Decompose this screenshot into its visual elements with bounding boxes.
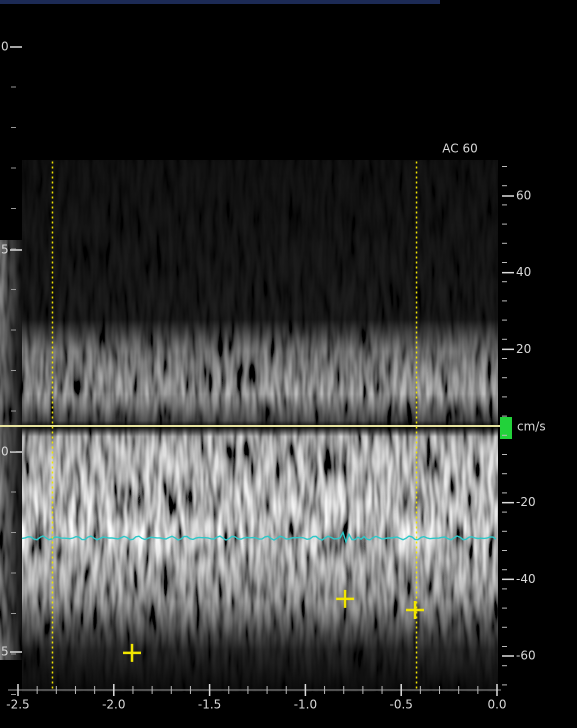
y-tick-label: 40 [516, 265, 531, 279]
doppler-screen: AC 60 cm/s -60 -40 -20 20 40 60 -2.5 -2.0 -1.5 -1… [0, 0, 577, 728]
x-tick-label: -2.5 [6, 698, 29, 712]
x-tick-label: -1.5 [198, 698, 221, 712]
y-tick-label: 20 [516, 342, 531, 356]
page: AC 60 cm/s -60 -40 -20 20 40 60 -2.5 -2.0 -1.5 -1… [0, 0, 577, 728]
x-tick-label: -0.5 [389, 698, 412, 712]
y-unit: cm/s [517, 420, 546, 434]
x-tick-label: -2.0 [102, 698, 125, 712]
depth-label: 0 [1, 40, 9, 54]
y-tick-label: -60 [516, 649, 536, 663]
x-tick-label: -1.0 [294, 698, 317, 712]
x-tick-label: 0.0 [487, 698, 506, 712]
depth-label: 5 [1, 645, 9, 659]
depth-label: 5 [1, 243, 9, 257]
depth-label: 0 [1, 445, 9, 459]
top-bar [0, 0, 440, 4]
y-tick-label: -40 [516, 572, 536, 586]
y-tick-label: 60 [516, 189, 531, 203]
annotation: AC 60 [442, 142, 477, 156]
y-tick-label: -20 [516, 495, 536, 509]
